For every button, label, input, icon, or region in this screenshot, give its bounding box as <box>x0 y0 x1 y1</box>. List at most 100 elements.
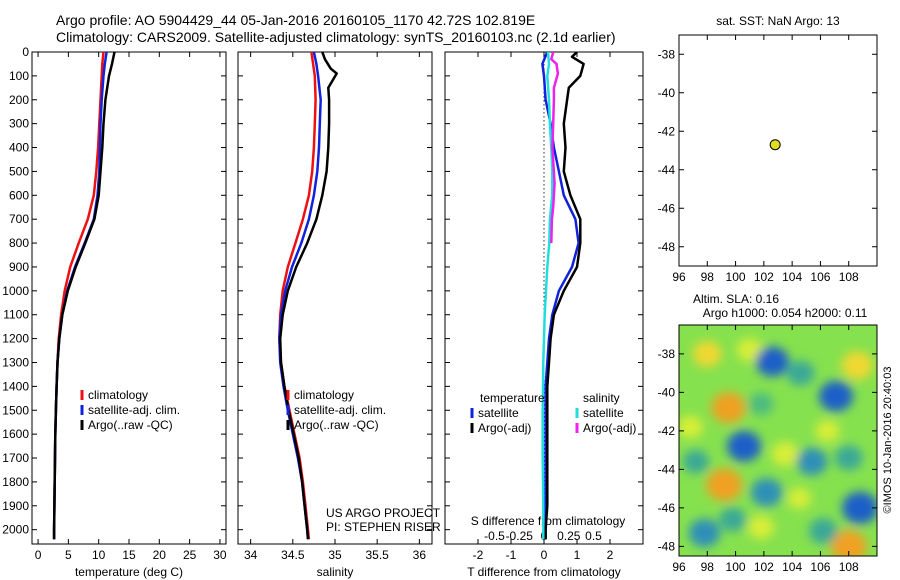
sla-heatmap-cell <box>706 468 743 501</box>
map-x-tick-label: 106 <box>810 560 830 574</box>
depth-tick-label: 2000 <box>2 523 29 537</box>
sla-heatmap-cell <box>719 507 747 532</box>
sst-position-map: sat. SST: NaN Argo: 13 96 98 100 102 104 106 10… <box>658 14 878 284</box>
depth-tick-label: 1000 <box>2 284 29 298</box>
plot-frame <box>237 51 433 545</box>
map-x-tick-label: 102 <box>754 270 774 284</box>
depth-tick-label: 1500 <box>2 403 29 417</box>
x-tick-label: 35.5 <box>365 548 389 562</box>
sla-map-y-tick-label: -44 <box>658 462 676 476</box>
series-line-argo <box>52 52 116 540</box>
legend-label-satellite: satellite-adj. clim. <box>88 403 180 417</box>
depth-tick-label: 900 <box>9 260 29 274</box>
x-tick-label: -1 <box>506 548 517 562</box>
legend-label-temp-argo: Argo(-adj) <box>478 421 531 435</box>
profile-panel-2: 34 34.5 35 35.5 36 salinity climatologysatelli… <box>237 51 433 579</box>
sla-heatmap-cell <box>692 340 722 367</box>
depth-tick-label: 1300 <box>2 355 29 369</box>
series-line-sal_argo <box>550 52 560 244</box>
depth-tick-label: 400 <box>9 141 29 155</box>
sla-heatmap-field <box>679 325 877 556</box>
figure-title-line1: Argo profile: AO 5904429_44 05-Jan-2016 … <box>56 12 535 28</box>
map-x-tick-label: 108 <box>839 560 859 574</box>
series-line-argo <box>278 52 338 540</box>
depth-tick-label: 100 <box>9 69 29 83</box>
depth-tick-label: 700 <box>9 212 29 226</box>
map-x-tick-label: 100 <box>726 560 746 574</box>
x-tick-label: 15 <box>122 548 136 562</box>
figure-title-line2: Climatology: CARS2009. Satellite-adjuste… <box>56 29 616 45</box>
sla-heatmap-cell <box>679 415 703 439</box>
s-diff-tick-label: 0.25 <box>557 529 581 543</box>
x-axis-label: temperature (deg C) <box>75 565 183 579</box>
s-diff-tick-label: -0.25 <box>506 529 534 543</box>
legend-label-climatology: climatology <box>294 388 354 402</box>
sst-map-y-tick-label: -38 <box>658 47 676 61</box>
legend-label-argo: Argo(..raw -QC) <box>88 418 173 432</box>
x-tick-label: 20 <box>153 548 167 562</box>
x-tick-label: 0 <box>35 548 42 562</box>
x-tick-label: 34 <box>244 548 258 562</box>
x-tick-label: 5 <box>65 548 72 562</box>
sst-map-y-tick-label: -40 <box>658 86 676 100</box>
sla-heatmap-cell <box>750 478 783 507</box>
map-x-tick-label: 100 <box>726 270 746 284</box>
legend-label-argo: Argo(..raw -QC) <box>294 418 379 432</box>
map-x-tick-label: 96 <box>672 270 686 284</box>
series-line-temp_argo <box>544 52 585 540</box>
x-tick-label: 36 <box>413 548 427 562</box>
depth-tick-label: 1100 <box>3 308 29 322</box>
sst-map-title: sat. SST: NaN Argo: 13 <box>716 14 840 28</box>
sla-heatmap-cell <box>830 530 867 556</box>
legend-header-salinity: salinity <box>583 391 620 405</box>
sla-map-y-tick-label: -42 <box>658 424 676 438</box>
imos-timestamp-label: ©IMOS 10-Jan-2016 20:40:03 <box>882 367 894 514</box>
sst-map-y-tick-label: -44 <box>658 163 676 177</box>
map-x-tick-label: 108 <box>839 270 859 284</box>
sla-heatmap-cell <box>711 392 746 424</box>
x-axis-label: salinity <box>317 565 354 579</box>
legend-label-satellite: satellite-adj. clim. <box>294 403 386 417</box>
legend-label-temp-satellite: satellite <box>478 406 519 420</box>
sla-heatmap-cell <box>834 445 863 471</box>
depth-tick-label: 300 <box>9 117 29 131</box>
x-tick-label: 30 <box>213 548 227 562</box>
map-x-tick-label: 96 <box>672 560 686 574</box>
sla-heatmap-cell <box>786 360 815 386</box>
map-x-tick-label: 102 <box>754 560 774 574</box>
map-x-tick-label: 98 <box>701 270 715 284</box>
legend-label-sal-argo: Argo(-adj) <box>583 421 636 435</box>
s-diff-tick-label: -0.5 <box>484 529 505 543</box>
sla-heatmap-cell <box>818 380 854 412</box>
credit-pi: PI: STEPHEN RISER <box>326 520 441 534</box>
map-x-tick-label: 98 <box>701 560 715 574</box>
sst-map-background <box>679 35 877 266</box>
sla-heatmap-cell <box>796 447 828 476</box>
sla-map-y-tick-label: -38 <box>658 347 676 361</box>
x-tick-label: 35 <box>328 548 342 562</box>
s-diff-tick-label: 0.5 <box>585 529 602 543</box>
sst-map-y-tick-label: -42 <box>658 124 676 138</box>
depth-tick-label: 200 <box>9 93 29 107</box>
sla-heatmap-cell <box>688 518 721 548</box>
x-tick-label: 1 <box>574 548 581 562</box>
sla-heatmap-cell <box>842 491 877 525</box>
profile-panel-1: 0100200300400500600700800900100011001200… <box>2 45 227 579</box>
sla-heatmap-cell <box>841 351 873 380</box>
map-frame <box>678 34 878 267</box>
profile-panel-3: -2 -1 0 1 2 T difference from climatology -0.5… <box>444 51 644 579</box>
sla-heatmap-cell <box>808 518 838 544</box>
sla-map-subtitle: Argo h1000: 0.054 h2000: 0.11 <box>703 306 868 320</box>
depth-tick-label: 1800 <box>2 475 29 489</box>
credit-project: US ARGO PROJECT <box>326 506 441 520</box>
sla-heatmap-cell <box>755 346 789 377</box>
x-tick-label: 0 <box>541 548 548 562</box>
sla-heatmap-cell <box>748 392 774 416</box>
depth-tick-label: 500 <box>9 164 29 178</box>
x-tick-label: 2 <box>607 548 614 562</box>
sla-heatmap-cell <box>787 487 811 509</box>
x-tick-label: 25 <box>183 548 197 562</box>
x-tick-label: 10 <box>92 548 106 562</box>
